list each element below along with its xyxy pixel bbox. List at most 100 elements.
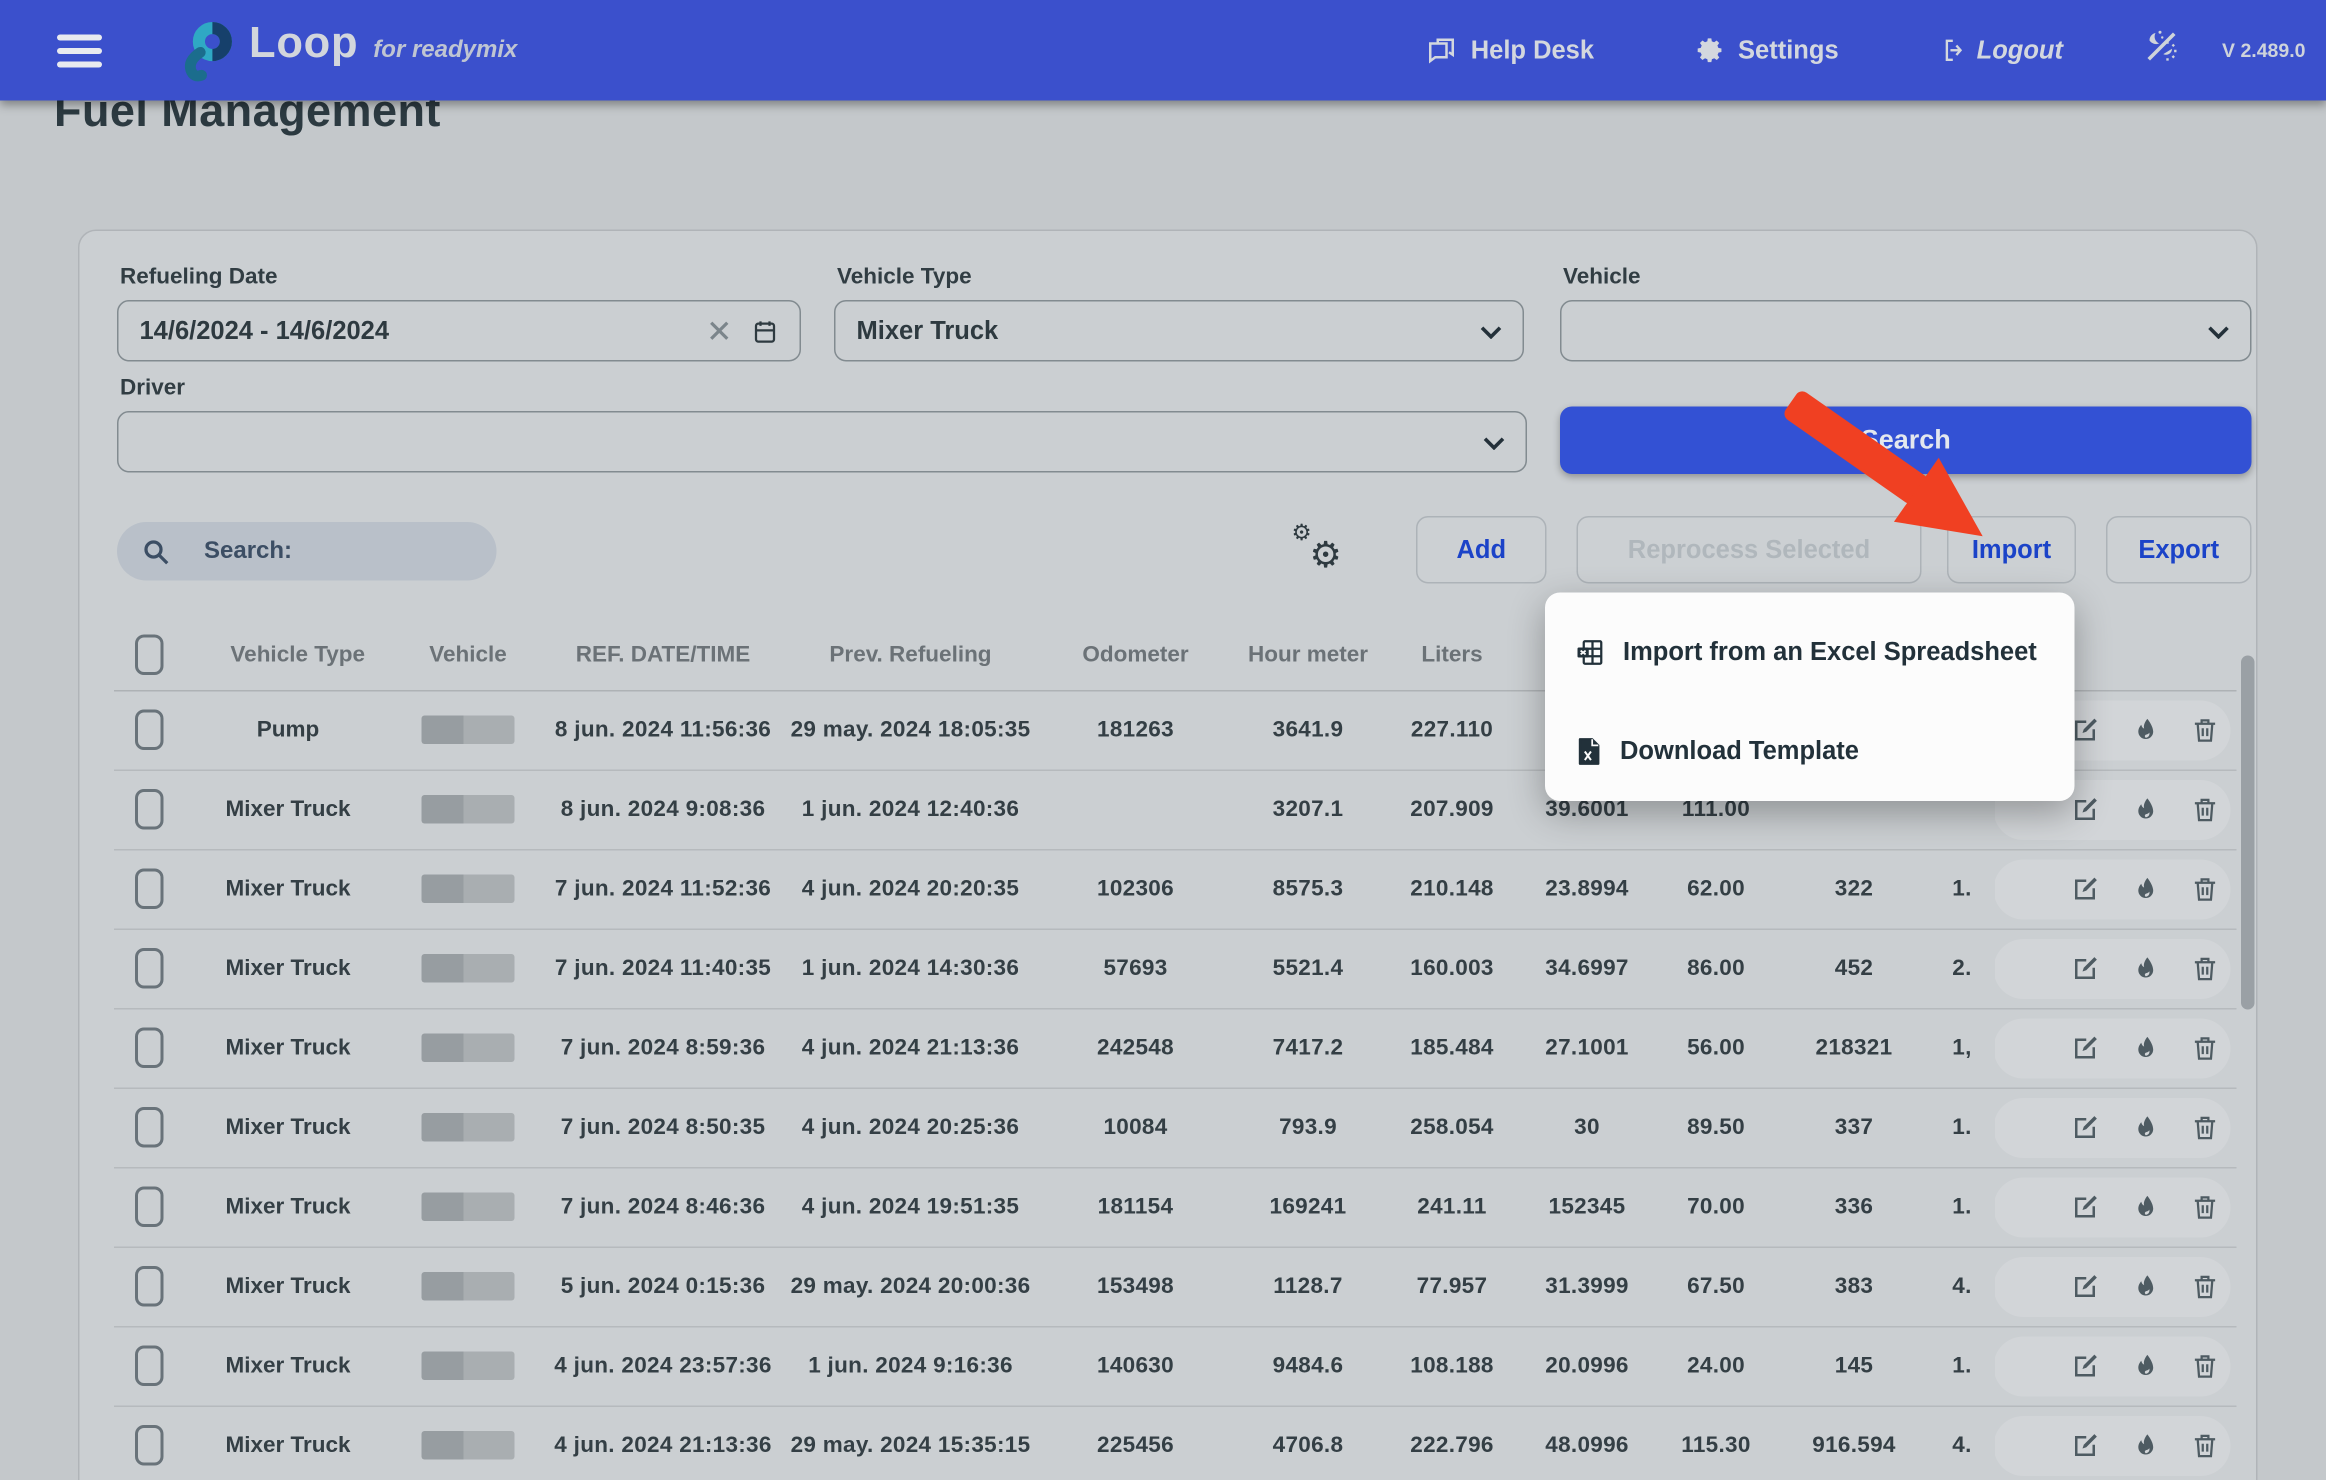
- edit-record-button[interactable]: [2070, 1430, 2100, 1460]
- cell-c8: 31.3999: [1521, 1247, 1653, 1327]
- column-header: Liters: [1383, 621, 1521, 690]
- add-button[interactable]: Add: [1416, 516, 1547, 584]
- settings-button[interactable]: Settings: [1681, 35, 1854, 65]
- delete-record-button[interactable]: [2192, 874, 2219, 904]
- row-checkbox[interactable]: [134, 1107, 163, 1148]
- import-button[interactable]: Import: [1947, 516, 2076, 584]
- cell-liters: 222.796: [1383, 1406, 1521, 1480]
- refuel-detail-button[interactable]: [2133, 953, 2159, 983]
- row-checkbox[interactable]: [134, 869, 163, 910]
- clear-date-icon[interactable]: [708, 320, 731, 343]
- row-checkbox[interactable]: [134, 1028, 163, 1069]
- cell-prev_refueling: 4 jun. 2024 21:13:36: [783, 1008, 1038, 1088]
- edit-record-button[interactable]: [2070, 1271, 2100, 1301]
- chevron-down-icon: [2208, 316, 2229, 346]
- edit-record-button[interactable]: [2070, 1192, 2100, 1222]
- calendar-icon[interactable]: [752, 317, 779, 344]
- fuel-icon: [2133, 715, 2159, 745]
- edit-icon: [2070, 1430, 2100, 1460]
- cell-vehicle-type: Mixer Truck: [183, 929, 393, 1009]
- column-settings-icon[interactable]: ⚙⚙: [1289, 525, 1349, 579]
- cell-c11: 1.: [1929, 1326, 1995, 1406]
- delete-record-button[interactable]: [2192, 1192, 2219, 1222]
- delete-record-button[interactable]: [2192, 1112, 2219, 1142]
- cell-c9: 56.00: [1653, 1008, 1779, 1088]
- row-checkbox[interactable]: [134, 710, 163, 751]
- edit-record-button[interactable]: [2070, 715, 2100, 745]
- search-button[interactable]: Search: [1560, 407, 2252, 475]
- delete-record-button[interactable]: [2192, 794, 2219, 824]
- edit-record-button[interactable]: [2070, 794, 2100, 824]
- delete-record-button[interactable]: [2192, 953, 2219, 983]
- cell-c9: 89.50: [1653, 1088, 1779, 1168]
- refuel-detail-button[interactable]: [2133, 794, 2159, 824]
- cell-liters: 77.957: [1383, 1247, 1521, 1327]
- cell-c9: 62.00: [1653, 849, 1779, 929]
- cell-prev_refueling: 1 jun. 2024 12:40:36: [783, 770, 1038, 850]
- row-checkbox[interactable]: [134, 789, 163, 830]
- delete-record-button[interactable]: [2192, 1430, 2219, 1460]
- delete-record-button[interactable]: [2192, 715, 2219, 745]
- refuel-detail-button[interactable]: [2133, 715, 2159, 745]
- trash-icon: [2192, 794, 2219, 824]
- cell-c9: 24.00: [1653, 1326, 1779, 1406]
- edit-icon: [2070, 953, 2100, 983]
- cell-c11: 1.: [1929, 1088, 1995, 1168]
- cell-c8: 20.0996: [1521, 1326, 1653, 1406]
- refuel-detail-button[interactable]: [2133, 1033, 2159, 1063]
- edit-record-button[interactable]: [2070, 953, 2100, 983]
- cell-vehicle-type: Mixer Truck: [183, 770, 393, 850]
- table-search-input[interactable]: Search:: [117, 522, 497, 581]
- menu-item-download-template[interactable]: Download Template: [1545, 716, 2075, 788]
- refuel-detail-button[interactable]: [2133, 1430, 2159, 1460]
- refueling-date-input[interactable]: 14/6/2024 - 14/6/2024: [117, 300, 801, 362]
- select-all-checkbox[interactable]: [134, 635, 163, 676]
- refuel-detail-button[interactable]: [2133, 1271, 2159, 1301]
- cell-c10: 336: [1779, 1167, 1929, 1247]
- cell-c10: 322: [1779, 849, 1929, 929]
- delete-record-button[interactable]: [2192, 1351, 2219, 1381]
- cell-c8: 152345: [1521, 1167, 1653, 1247]
- cell-prev_refueling: 1 jun. 2024 14:30:36: [783, 929, 1038, 1009]
- logout-button[interactable]: Logout: [1920, 35, 2078, 65]
- fuel-icon: [2133, 953, 2159, 983]
- edit-record-button[interactable]: [2070, 1033, 2100, 1063]
- menu-item-import-excel[interactable]: Import from an Excel Spreadsheet: [1545, 617, 2075, 689]
- edit-record-button[interactable]: [2070, 1351, 2100, 1381]
- driver-select[interactable]: [117, 411, 1527, 473]
- edit-record-button[interactable]: [2070, 1112, 2100, 1142]
- row-checkbox[interactable]: [134, 948, 163, 989]
- theme-toggle-icon[interactable]: [2105, 29, 2207, 73]
- cell-odometer: 102306: [1038, 849, 1233, 929]
- cell-c8: 34.6997: [1521, 929, 1653, 1009]
- table-row: Mixer Truck7 jun. 2024 11:40:351 jun. 20…: [114, 929, 2237, 1009]
- table-scrollbar[interactable]: [2241, 656, 2255, 1010]
- refuel-detail-button[interactable]: [2133, 874, 2159, 904]
- vehicle-select[interactable]: [1560, 300, 2252, 362]
- driver-label: Driver: [120, 375, 185, 401]
- table-row: Mixer Truck5 jun. 2024 0:15:3629 may. 20…: [114, 1247, 2237, 1327]
- file-excel-icon: [1575, 737, 1602, 767]
- vehicle-type-select[interactable]: Mixer Truck: [834, 300, 1524, 362]
- cell-prev_refueling: 4 jun. 2024 20:25:36: [783, 1088, 1038, 1168]
- export-button[interactable]: Export: [2106, 516, 2252, 584]
- row-checkbox[interactable]: [134, 1346, 163, 1387]
- delete-record-button[interactable]: [2192, 1271, 2219, 1301]
- refuel-detail-button[interactable]: [2133, 1351, 2159, 1381]
- cell-prev_refueling: 4 jun. 2024 19:51:35: [783, 1167, 1038, 1247]
- edit-record-button[interactable]: [2070, 874, 2100, 904]
- row-checkbox[interactable]: [134, 1266, 163, 1307]
- reprocess-selected-button[interactable]: Reprocess Selected: [1577, 516, 1922, 584]
- row-checkbox[interactable]: [134, 1425, 163, 1466]
- help-desk-button[interactable]: Help Desk: [1412, 35, 1609, 65]
- refuel-detail-button[interactable]: [2133, 1192, 2159, 1222]
- refueling-date-label: Refueling Date: [120, 264, 278, 290]
- cell-c8: 23.8994: [1521, 849, 1653, 929]
- row-checkbox[interactable]: [134, 1187, 163, 1228]
- refuel-detail-button[interactable]: [2133, 1112, 2159, 1142]
- cell-odometer: 181154: [1038, 1167, 1233, 1247]
- vehicle-redacted: [422, 1034, 515, 1063]
- hamburger-menu-icon[interactable]: [57, 34, 102, 67]
- cell-liters: 241.11: [1383, 1167, 1521, 1247]
- delete-record-button[interactable]: [2192, 1033, 2219, 1063]
